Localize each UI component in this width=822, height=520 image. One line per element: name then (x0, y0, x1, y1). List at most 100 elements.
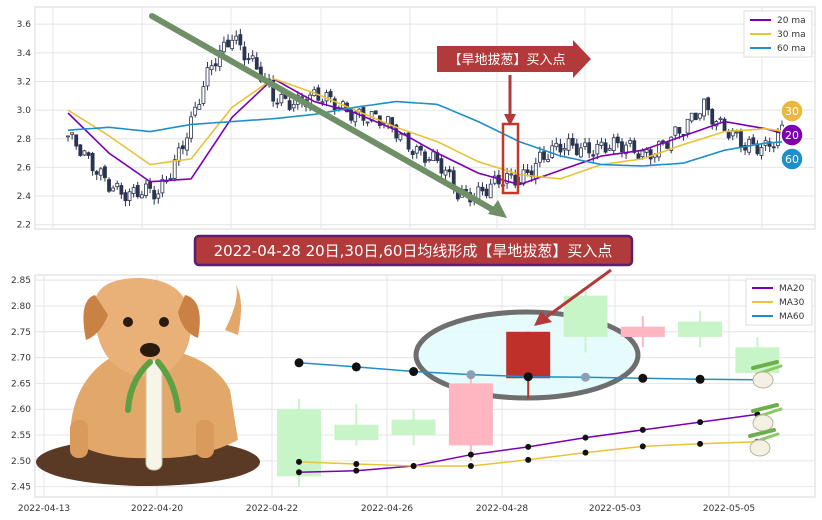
top-candle (427, 159, 432, 161)
bottom-candle (620, 326, 665, 337)
top-candle (599, 141, 604, 146)
bottom-ma-point (467, 463, 474, 470)
top-candle (537, 151, 542, 163)
top-candle (488, 183, 493, 199)
top-candle (328, 91, 333, 98)
top-candle (632, 140, 637, 153)
top-candle (201, 86, 206, 104)
top-legend-label: 30 ma (777, 30, 806, 40)
buy-pointer-head (504, 114, 516, 126)
top-candle (607, 148, 612, 151)
bottom-ma-point (296, 469, 302, 476)
bottom-ma-point (353, 460, 360, 467)
bottom-ma-point (582, 449, 589, 456)
top-y-tick-label: 3.0 (17, 106, 32, 116)
scallion-icon (751, 403, 783, 432)
top-candle (193, 106, 198, 116)
top-candle (152, 189, 157, 200)
top-candle (509, 173, 514, 176)
bottom-ma-point (582, 434, 589, 441)
top-y-tick-label: 3.2 (17, 77, 31, 87)
top-chart: 2.2 2.4 2.6 2.8 3.0 3.2 3.4 3.6 【旱地拔葱】买入点 20 ma 30… (17, 6, 816, 231)
top-legend: 20 ma 30 ma 60 ma (743, 10, 813, 58)
bottom-ma-point (525, 456, 532, 463)
top-candle (127, 191, 132, 201)
top-plot-area (34, 6, 816, 230)
dog-ear-left (83, 295, 108, 340)
scallion-icon (751, 360, 783, 389)
top-candle (398, 133, 403, 141)
bottom-y-tick-label: 2.80 (11, 302, 31, 312)
top-candle (86, 152, 91, 156)
top-candle (111, 187, 116, 192)
ma-badge (780, 147, 804, 171)
bottom-x-tick-label: 2022-04-22 (246, 504, 298, 514)
top-candle (718, 117, 723, 120)
bottom-x-tick-label: 2022-05-05 (703, 504, 755, 514)
bottom-y-tick-label: 2.60 (11, 405, 31, 415)
top-candle (775, 132, 780, 146)
dog-nose (140, 343, 160, 357)
top-ma-line-60ma (67, 100, 783, 167)
bottom-legend-label: MA30 (779, 298, 805, 308)
top-candle (574, 143, 579, 156)
top-candle (254, 57, 259, 70)
top-candle (767, 141, 772, 147)
chart-title: 2022-04-28 20日,30日,60日均线形成【旱地拔葱】买入点 (214, 242, 613, 260)
top-candle (611, 137, 616, 151)
top-candle (160, 178, 165, 194)
bottom-ma-point (467, 451, 474, 458)
top-candle (144, 183, 148, 196)
top-ma-line-20ma (67, 77, 783, 186)
scallion-bulb (752, 414, 774, 432)
top-candle (759, 147, 764, 156)
dog-scallion-stalk (145, 359, 163, 471)
top-candle (558, 143, 563, 153)
top-candle (176, 147, 181, 162)
top-candle (185, 137, 189, 151)
trend-arrow-shaft (149, 13, 500, 215)
top-candle (238, 34, 243, 46)
top-candle (591, 154, 596, 157)
top-candle (603, 142, 608, 153)
bottom-legend: MA20 MA30 MA60 (745, 278, 813, 326)
top-candle (246, 58, 251, 60)
ma-badge (780, 123, 804, 147)
top-ma-line-30ma (67, 77, 783, 180)
top-candle (94, 171, 99, 175)
top-y-tick-label: 2.2 (17, 221, 31, 231)
bottom-ma-point (697, 440, 704, 447)
top-candle (521, 169, 526, 185)
top-candle (546, 159, 551, 162)
top-candle (550, 145, 555, 158)
bottom-ma-point (639, 426, 646, 433)
top-candle (353, 111, 358, 123)
bottom-pointer-head (534, 311, 552, 326)
dog-leg-front-left (70, 420, 88, 458)
dog-eye-left (123, 317, 133, 327)
top-candle (554, 142, 559, 148)
bottom-x-tick-label: 2022-04-26 (361, 504, 414, 514)
bottom-ma-point (525, 443, 532, 450)
top-candle (414, 146, 419, 154)
top-candle (476, 186, 481, 200)
bottom-y-tick-label: 2.85 (11, 276, 31, 286)
top-candle (291, 103, 296, 109)
top-candle (115, 182, 120, 188)
top-y-tick-label: 2.8 (17, 135, 32, 145)
top-candle (628, 140, 633, 144)
bottom-y-tick-label: 2.65 (11, 379, 31, 389)
top-candle (82, 150, 87, 156)
top-candle (677, 127, 682, 134)
bottom-y-tick-label: 2.75 (11, 328, 31, 338)
bottom-candle (506, 331, 551, 379)
top-candle (209, 65, 214, 71)
bottom-x-tick-label: 2022-05-03 (589, 504, 641, 514)
bottom-ma-point (351, 362, 361, 372)
top-candle (673, 126, 678, 136)
top-candle (595, 143, 600, 155)
bottom-ma-point (639, 443, 646, 450)
top-candle (562, 148, 567, 151)
top-candle (78, 144, 83, 156)
